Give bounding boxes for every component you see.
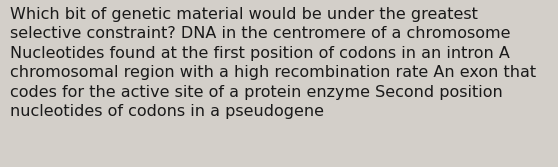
Text: Which bit of genetic material would be under the greatest
selective constraint? : Which bit of genetic material would be u… xyxy=(10,7,536,119)
